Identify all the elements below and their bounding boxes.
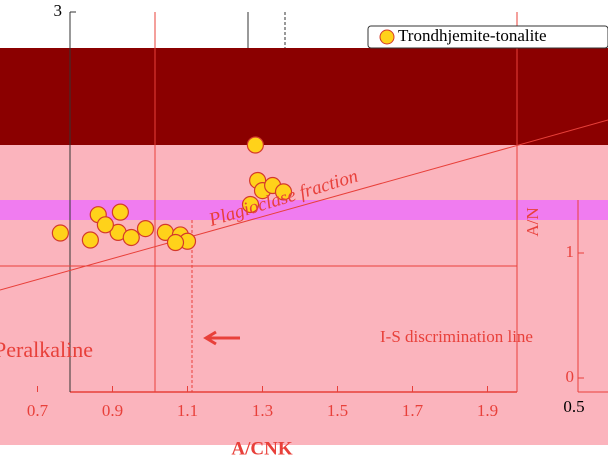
overlay-magenta [0,200,608,220]
overlay-dark [0,48,608,145]
x-tick-label: 0.7 [27,401,49,420]
point [241,195,260,214]
point [122,228,140,247]
x-tick-label: 1.9 [477,401,498,420]
x-axis-label: A/CNK [231,438,292,459]
inset-y-label: A/N [523,207,542,236]
y-tick-label: 3 [54,1,63,20]
annotation: Peralkaline [0,337,93,362]
x-tick-label: 0.9 [102,401,123,420]
x-tick-label: 1.1 [177,401,198,420]
point [111,203,129,221]
plot: 0.7 0.9 1.1 1.3 1.5 1.7 1.9 3 [0,1,608,420]
annotation: I-S discrimination line [380,327,533,346]
point [274,183,293,201]
point [246,136,264,154]
point [136,220,155,238]
x-tick-label: 1.3 [252,401,273,420]
overlay-pink [0,145,608,445]
inset-y-tick-label: 1 [566,242,575,261]
legend [367,25,608,49]
point [81,231,99,249]
x-tick-label: 1.7 [402,401,424,420]
legend-label: Trondhjemite-tonalite [398,26,547,45]
point [166,233,185,252]
legend-marker [379,29,395,45]
inset-x-tick-label: 0.5 [563,397,584,416]
x-tick-label: 1.5 [327,401,348,420]
point [51,224,69,242]
arrow [203,330,240,346]
boundary [0,119,608,291]
point [96,216,114,234]
inset-y-tick-label: 0 [566,367,575,386]
